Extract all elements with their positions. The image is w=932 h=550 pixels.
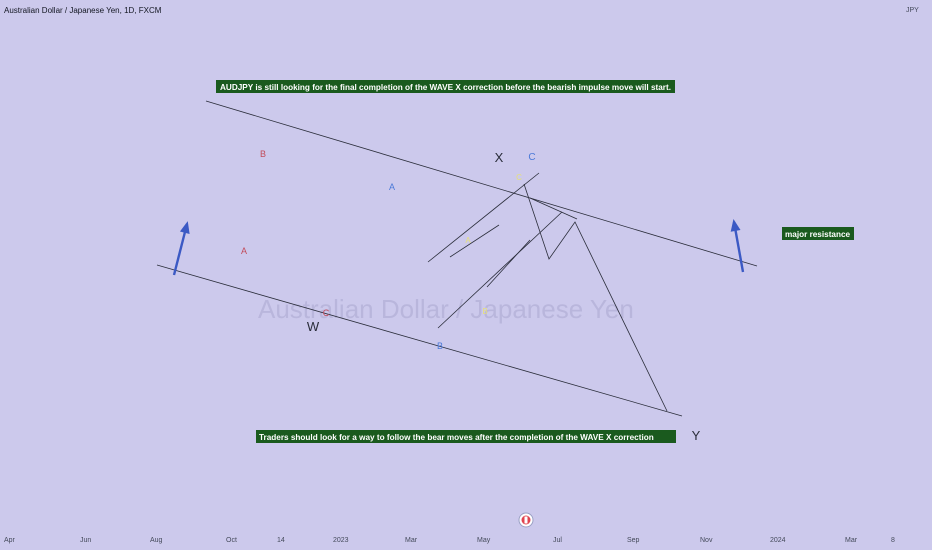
wave-label: C — [528, 152, 535, 163]
wave-label: A — [389, 182, 395, 192]
wave-label: C — [323, 308, 330, 318]
time-axis[interactable]: Apr Jun Aug Oct 14 2023 Mar May Jul Sep Nov 2024 Mar… — [4, 537, 895, 544]
x-tick-label: Apr — [4, 537, 16, 544]
x-tick-label: 8 — [891, 537, 895, 544]
currency-label: JPY — [906, 7, 919, 14]
x-tick-label: Aug — [150, 537, 163, 544]
resistance-label[interactable]: major resistance — [782, 227, 854, 240]
x-tick-label: Mar — [405, 537, 418, 544]
price-axis[interactable]: JPY 76.00078.00080.00082.00084.00086.000… — [904, 0, 929, 14]
x-tick-label: Jul — [553, 537, 562, 544]
wave-label: A — [241, 246, 247, 256]
wedge-lower-1[interactable] — [486, 239, 531, 288]
wave-label: W — [307, 319, 320, 334]
top-note-box — [216, 80, 675, 93]
top-note-text: AUDJPY is still looking for the final co… — [220, 83, 671, 92]
x-tick-label: Nov — [700, 537, 713, 544]
resistance-label-text: major resistance — [785, 230, 851, 239]
arrow-annotations[interactable] — [172, 219, 745, 276]
x-tick-label: Sep — [627, 537, 640, 544]
wedge-upper-1[interactable] — [449, 224, 500, 258]
top-note[interactable]: AUDJPY is still looking for the final co… — [216, 80, 675, 93]
x-tick-label: Jun — [80, 537, 91, 544]
symbol-watermark: Australian Dollar / Japanese Yen — [258, 294, 634, 324]
projection-retest-line[interactable] — [529, 197, 578, 220]
projection-path[interactable] — [523, 183, 668, 412]
wave-label: X — [495, 150, 504, 165]
x-tick-label: Oct — [226, 537, 237, 544]
up-arrow-right-head — [730, 219, 741, 232]
wave-label: C — [516, 173, 522, 182]
wave-label: B — [482, 307, 487, 316]
x-tick-label: 14 — [277, 537, 285, 544]
lower-channel-line[interactable] — [156, 264, 683, 417]
wave-label: B — [260, 149, 266, 159]
chart-title: Australian Dollar / Japanese Yen, 1D, FX… — [4, 6, 162, 15]
x-tick-label: 2023 — [333, 537, 349, 544]
resistance-label-box — [782, 227, 854, 240]
bottom-note-box — [256, 430, 676, 443]
upper-channel-line[interactable] — [205, 100, 758, 267]
wave-label: B — [437, 341, 443, 351]
wave-label: Y — [692, 428, 701, 443]
wave-label: A — [465, 236, 471, 245]
up-arrow-left-head — [179, 221, 190, 234]
projection-polyline[interactable] — [523, 183, 668, 412]
x-tick-label: Mar — [845, 537, 858, 544]
tradingview-logo-icon — [518, 512, 534, 528]
x-tick-label: May — [477, 537, 491, 544]
bottom-note[interactable]: Traders should look for a way to follow … — [256, 430, 676, 443]
x-tick-label: 2024 — [770, 537, 786, 544]
rising-channel-upper[interactable] — [427, 172, 540, 263]
trendlines[interactable] — [156, 100, 758, 417]
rising-channel-lower[interactable] — [437, 211, 563, 329]
bottom-note-text: Traders should look for a way to follow … — [259, 433, 654, 442]
